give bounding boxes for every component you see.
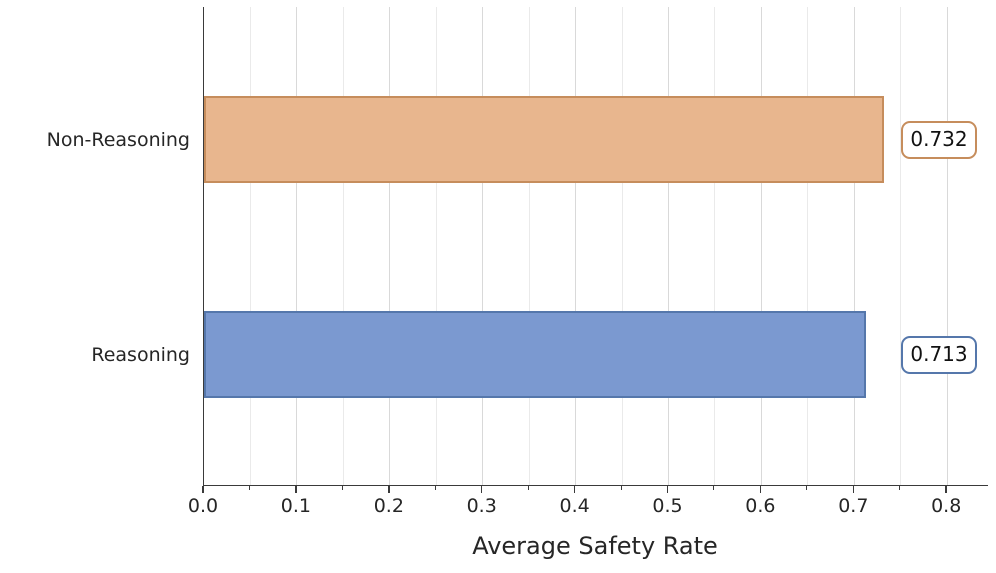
gridline [528,7,530,485]
x-major-tick [945,486,947,493]
gridline [807,7,809,485]
gridline [296,7,298,485]
x-major-tick [480,486,483,493]
x-major-tick [388,486,390,493]
x-major-tick [573,486,576,493]
gridline [249,7,251,485]
gridline [946,7,948,485]
x-axis-title: Average Safety Rate [472,532,718,560]
x-minor-tick [899,486,901,490]
x-major-tick [666,486,669,493]
x-major-tick [202,486,204,493]
gridline [668,7,669,485]
x-major-tick [295,486,297,493]
gridline [575,7,577,485]
gridline [482,7,484,485]
x-major-tick [759,486,762,493]
gridline [900,7,902,485]
x-tick-label: 0.8 [931,495,962,517]
x-tick-label: 0.2 [373,495,404,517]
value-label-non-reasoning: 0.732 [901,120,977,159]
gridline [621,7,623,485]
x-tick-label: 0.6 [745,495,776,517]
x-tick-label: 0.5 [652,495,683,517]
x-major-tick [852,486,855,493]
x-minor-tick [713,486,715,490]
gridline [714,7,716,485]
bar-non-reasoning [204,96,884,183]
bar-reasoning [204,311,866,398]
x-tick-label: 0.3 [466,495,497,517]
x-minor-tick [434,486,436,490]
x-minor-tick [620,486,622,490]
x-minor-tick [527,486,529,490]
gridline [342,7,344,485]
gridline [853,7,855,485]
x-tick-label: 0.7 [838,495,869,517]
x-tick-label: 0.1 [280,495,311,517]
gridline [435,7,437,485]
y-tick-label-reasoning: Reasoning [91,343,190,366]
x-tick-label: 0.4 [559,495,590,517]
plot-area [203,7,988,486]
value-label-reasoning: 0.713 [901,335,977,374]
x-minor-tick [248,486,250,490]
gridline [760,7,762,485]
y-tick-label-non-reasoning: Non-Reasoning [46,128,190,151]
gridline [389,7,391,485]
x-tick-label: 0.0 [187,495,219,517]
x-minor-tick [341,486,343,490]
x-minor-tick [806,486,808,490]
